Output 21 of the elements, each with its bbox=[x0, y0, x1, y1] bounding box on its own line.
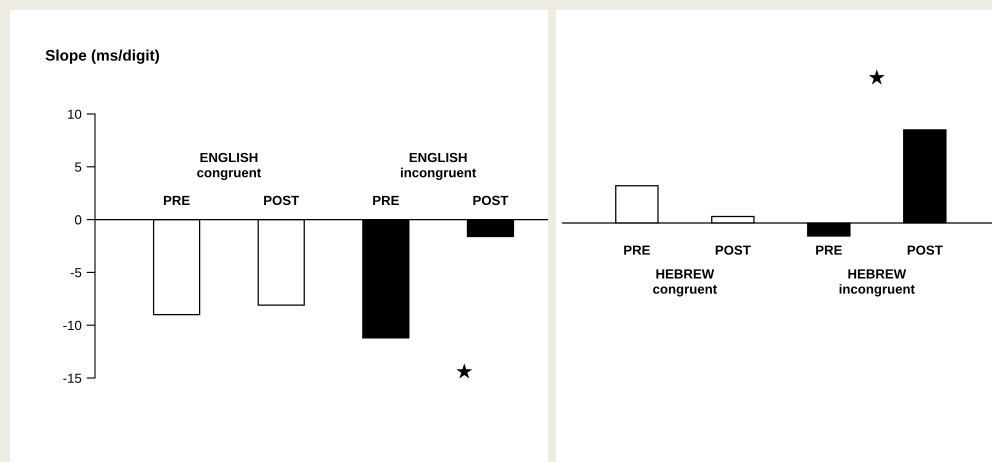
x-tick-label: PRE bbox=[373, 196, 399, 205]
y-axis-title: Slope (ms/digit) bbox=[46, 50, 159, 64]
text: HEBREW incongruent bbox=[840, 269, 915, 296]
x-tick-label: PRE bbox=[816, 246, 842, 255]
text: HEBREW congruent bbox=[653, 269, 717, 296]
x-tick-label: POST bbox=[908, 245, 943, 255]
x-tick-label: POST bbox=[716, 245, 751, 255]
x-tick-label: PRE bbox=[164, 196, 190, 205]
x-tick-label: POST bbox=[264, 196, 300, 206]
y-tick-label: 5 bbox=[74, 162, 82, 172]
x-tick-label: POST bbox=[473, 196, 508, 206]
y-tick-label: 0 bbox=[74, 215, 82, 225]
annotation: ENGLISH incongruent bbox=[400, 152, 476, 180]
text: ★ bbox=[868, 69, 885, 85]
y-tick-label: -10 bbox=[63, 320, 82, 330]
y-tick-label: -5 bbox=[70, 268, 82, 278]
annotation: ENGLISH congruent bbox=[197, 152, 262, 180]
x-tick-label: PRE bbox=[624, 246, 650, 255]
annotation: ★ bbox=[456, 363, 472, 379]
y-tick-label: 10 bbox=[68, 110, 82, 119]
y-tick-label: -15 bbox=[63, 374, 82, 383]
